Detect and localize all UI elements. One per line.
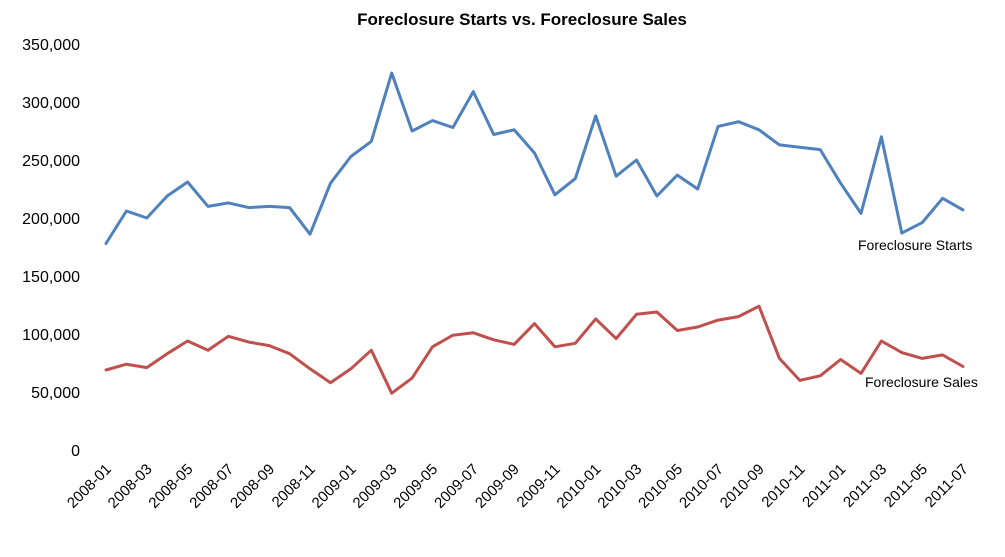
x-tick-label: 2010-07	[676, 461, 727, 512]
y-tick-label: 0	[71, 443, 80, 460]
series-lines	[104, 71, 965, 395]
series-label-foreclosure-starts: Foreclosure Starts	[858, 237, 972, 253]
series-line-foreclosure-sales	[104, 304, 965, 395]
x-tick-label: 2011-05	[881, 461, 931, 511]
x-tick-label: 2008-09	[227, 461, 278, 512]
y-tick-label: 100,000	[22, 327, 80, 344]
y-tick-label: 250,000	[22, 153, 80, 170]
y-tick-label: 350,000	[22, 37, 80, 54]
x-axis: 2008-012008-032008-052008-072008-092008-…	[64, 461, 972, 512]
series-line-foreclosure-starts	[104, 71, 965, 245]
y-axis: 0 50,000 100,000 150,000 200,000 250,000 300,0…	[22, 37, 80, 460]
x-tick-label: 2009-03	[350, 461, 401, 512]
x-tick-label: 2009-09	[472, 461, 523, 512]
x-tick-label: 2010-11	[758, 461, 808, 511]
x-tick-label: 2008-01	[64, 461, 115, 512]
x-tick-label: 2009-01	[309, 461, 360, 512]
y-tick-label: 50,000	[31, 385, 80, 402]
x-tick-label: 2011-01	[799, 461, 849, 511]
x-tick-label: 2011-07	[922, 461, 972, 511]
x-tick-label: 2010-03	[594, 461, 645, 512]
x-tick-label: 2011-03	[840, 461, 890, 511]
x-tick-label: 2008-07	[186, 461, 237, 512]
x-tick-label: 2010-01	[554, 461, 605, 512]
y-tick-label: 300,000	[22, 95, 80, 112]
y-tick-label: 150,000	[22, 269, 80, 286]
x-tick-label: 2008-05	[145, 461, 196, 512]
chart-title: Foreclosure Starts vs. Foreclosure Sales	[357, 10, 687, 29]
x-tick-label: 2010-05	[635, 461, 686, 512]
x-tick-label: 2009-07	[431, 461, 482, 512]
x-tick-label: 2010-09	[717, 461, 768, 512]
x-tick-label: 2008-03	[105, 461, 156, 512]
x-tick-label: 2009-05	[390, 461, 441, 512]
y-tick-label: 200,000	[22, 211, 80, 228]
series-label-foreclosure-sales: Foreclosure Sales	[865, 374, 978, 390]
